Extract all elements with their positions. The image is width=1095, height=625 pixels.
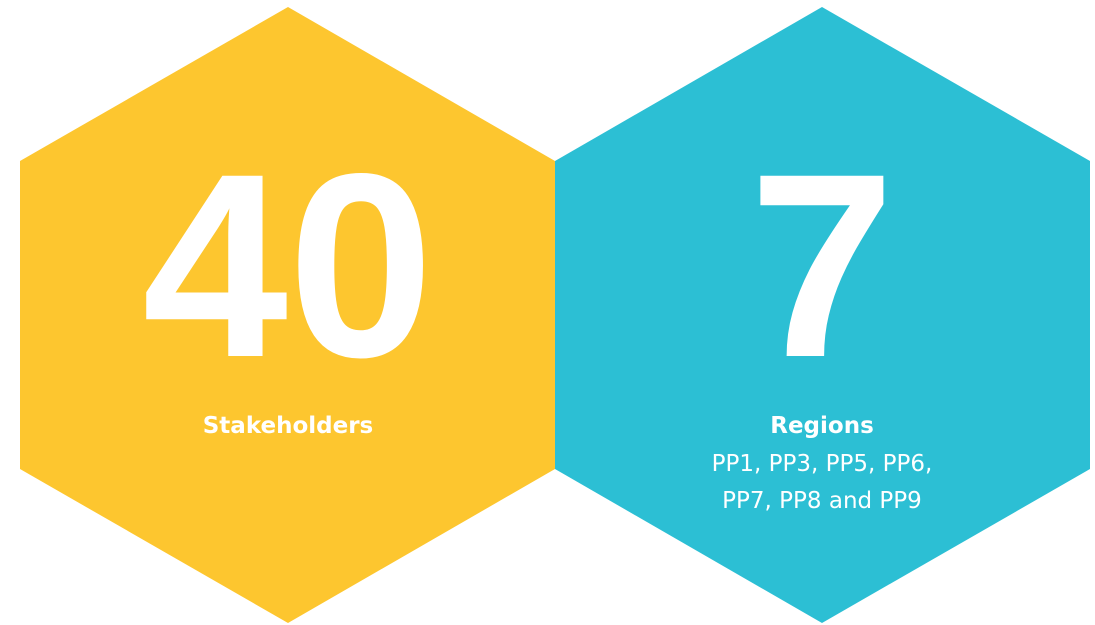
stat-detail: PP7, PP8 and PP9 [722,488,922,514]
stat-value: 7 [749,119,895,412]
hexagon-yellow [20,7,555,623]
stat-label: Regions [770,413,874,439]
stat-detail: PP1, PP3, PP5, PP6, [712,451,933,477]
hexagon-blue [555,7,1090,623]
stat-value: 40 [142,119,433,412]
stat-label: Stakeholders [203,413,374,439]
